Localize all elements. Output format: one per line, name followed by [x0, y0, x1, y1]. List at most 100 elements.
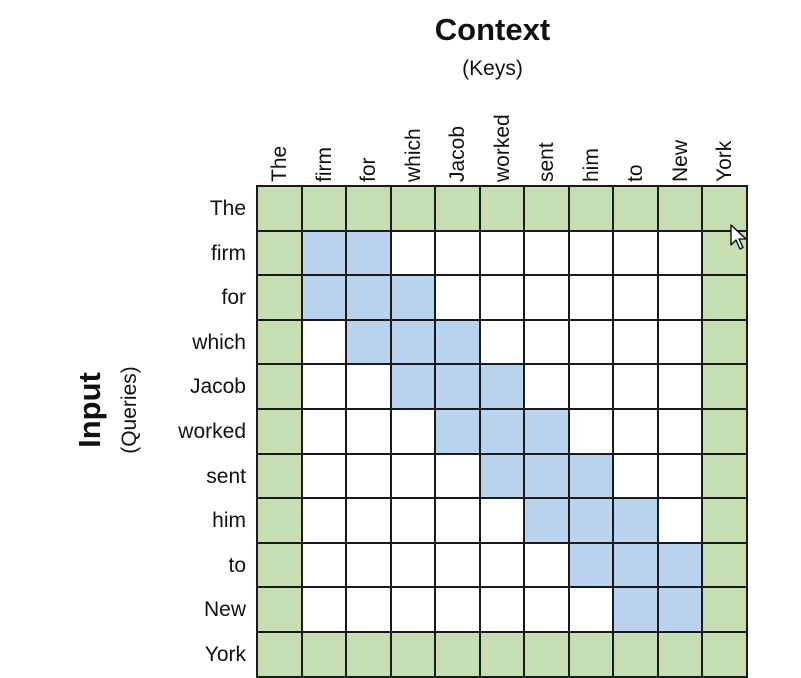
matrix-cell — [436, 276, 481, 321]
matrix-cell — [347, 588, 392, 633]
matrix-cell — [391, 365, 436, 410]
matrix-cell — [302, 588, 347, 633]
matrix-cell — [658, 320, 703, 366]
matrix-cell — [347, 499, 392, 544]
matrix-cell — [614, 543, 659, 589]
column-label: for — [347, 104, 391, 182]
matrix-cell — [525, 454, 570, 500]
input-title: Input — [72, 372, 107, 448]
matrix-cell — [302, 320, 347, 366]
column-label: worked — [481, 104, 525, 182]
column-label: which — [392, 104, 436, 182]
matrix-cell — [391, 588, 436, 633]
matrix-cell — [391, 231, 436, 277]
column-label-text: York — [713, 140, 736, 182]
matrix-cell — [391, 409, 436, 455]
column-label-text: New — [668, 139, 692, 182]
matrix-cell — [525, 187, 570, 232]
matrix-cell — [302, 409, 347, 455]
matrix-cell — [258, 320, 303, 366]
column-label-text: to — [624, 164, 647, 182]
row-label: sent — [206, 464, 246, 488]
input-subtitle: (Queries) — [118, 366, 141, 454]
matrix-cell — [302, 276, 347, 321]
matrix-cell — [302, 499, 347, 544]
matrix-cell — [436, 409, 481, 455]
matrix-cell — [569, 588, 614, 633]
matrix-cell — [658, 454, 703, 500]
matrix-cell — [391, 320, 436, 366]
matrix-cell — [569, 320, 614, 366]
matrix-cell — [569, 276, 614, 321]
matrix-cell — [658, 543, 703, 589]
matrix-cell — [347, 632, 392, 678]
matrix-cell — [525, 276, 570, 321]
matrix-cell — [703, 588, 748, 633]
matrix-cell — [347, 365, 392, 410]
matrix-cell — [302, 231, 347, 277]
matrix-cell — [658, 365, 703, 410]
column-label-text: which — [401, 128, 425, 182]
matrix-cell — [658, 588, 703, 633]
matrix-cell — [347, 543, 392, 589]
matrix-cell — [703, 409, 748, 455]
matrix-cell — [569, 499, 614, 544]
column-label: Jacob — [436, 104, 480, 182]
matrix-cell — [703, 454, 748, 500]
matrix-cell — [703, 276, 748, 321]
matrix-cell — [480, 454, 525, 500]
matrix-cell — [480, 231, 525, 277]
matrix-cell — [258, 632, 303, 678]
matrix-cell — [703, 187, 748, 232]
row-label: worked — [178, 420, 246, 443]
row-label: him — [212, 509, 246, 533]
matrix-cell — [569, 454, 614, 500]
matrix-cell — [436, 454, 481, 500]
matrix-cell — [258, 365, 303, 410]
matrix-cell — [525, 499, 570, 544]
matrix-cell — [614, 320, 659, 366]
matrix-cell — [614, 409, 659, 455]
matrix-cell — [258, 187, 303, 232]
matrix-cell — [480, 588, 525, 633]
column-label: New — [659, 104, 703, 182]
matrix-cell — [347, 320, 392, 366]
matrix-cell — [436, 499, 481, 544]
matrix-cell — [658, 187, 703, 232]
row-label: The — [209, 197, 246, 220]
matrix-cell — [569, 365, 614, 410]
matrix-cell — [569, 187, 614, 232]
matrix-cell — [391, 276, 436, 321]
matrix-cell — [391, 454, 436, 500]
matrix-cell — [614, 187, 659, 232]
matrix-cell — [347, 276, 392, 321]
matrix-cell — [436, 632, 481, 678]
matrix-cell — [480, 632, 525, 678]
matrix-cell — [614, 588, 659, 633]
column-label-text: worked — [490, 114, 514, 182]
column-label-text: Jacob — [446, 125, 469, 182]
matrix-cell — [258, 499, 303, 544]
matrix-cell — [614, 276, 659, 321]
matrix-cell — [703, 499, 748, 544]
matrix-cell — [391, 543, 436, 589]
row-label: for — [221, 286, 246, 310]
matrix-cell — [436, 588, 481, 633]
column-label: him — [570, 104, 614, 182]
matrix-cell — [391, 632, 436, 678]
column-label: The — [258, 104, 302, 182]
matrix-cell — [525, 632, 570, 678]
matrix-cell — [569, 632, 614, 678]
matrix-cell — [347, 187, 392, 232]
row-label: firm — [211, 241, 246, 265]
matrix-cell — [480, 276, 525, 321]
matrix-cell — [302, 365, 347, 410]
matrix-cell — [614, 231, 659, 277]
matrix-cell — [614, 365, 659, 410]
column-label: sent — [525, 104, 569, 182]
column-label: York — [703, 104, 747, 182]
matrix-cell — [525, 409, 570, 455]
matrix-cell — [258, 231, 303, 277]
matrix-cell — [436, 320, 481, 366]
column-label: firm — [303, 104, 347, 182]
